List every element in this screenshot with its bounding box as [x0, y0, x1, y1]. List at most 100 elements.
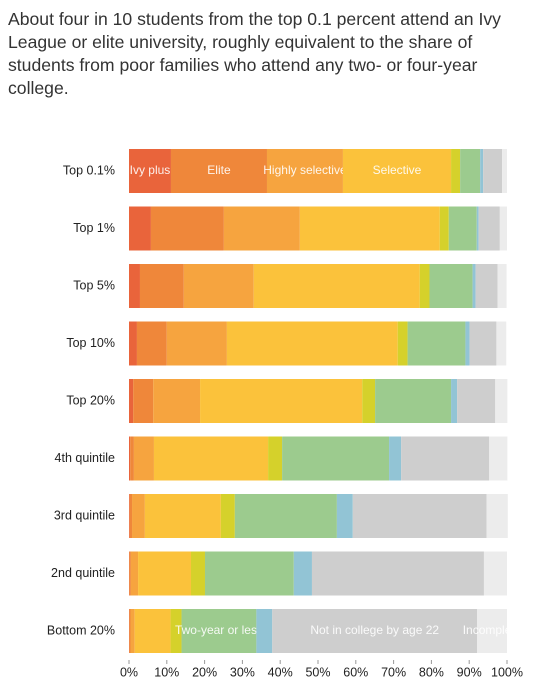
bar-segment: [181, 609, 257, 653]
bar-segment: [129, 379, 134, 423]
segment-label: Highly selective: [263, 163, 347, 177]
x-tick-label: 80%: [419, 665, 444, 679]
bar-segment: [132, 494, 145, 538]
x-tick-label: 90%: [457, 665, 482, 679]
bar-segment: [483, 551, 507, 596]
bar-segment: [130, 436, 134, 481]
x-tick-label: 10%: [154, 665, 179, 679]
y-tick-label: Top 0.1%: [63, 163, 115, 177]
bar-segment: [134, 609, 171, 653]
bar-segment: [133, 436, 154, 481]
bar-segment: [130, 551, 139, 596]
y-tick-label: Bottom 20%: [47, 623, 115, 637]
bar-segment: [293, 551, 312, 596]
x-tick-label: 30%: [230, 665, 255, 679]
y-tick-label: 2nd quintile: [51, 566, 115, 580]
bar-segment: [469, 321, 497, 366]
y-tick-label: 4th quintile: [55, 451, 116, 465]
bar-segment: [272, 609, 478, 653]
bar-segment: [375, 379, 452, 423]
bar-segment: [457, 379, 496, 423]
bar-segment: [497, 264, 507, 308]
bar-segment: [133, 379, 154, 423]
x-tick-label: 20%: [192, 665, 217, 679]
bar-segment: [342, 149, 452, 193]
segment-label: Elite: [207, 163, 231, 177]
bar-segment: [234, 494, 337, 538]
bar-segment: [183, 264, 254, 308]
bar-segment: [170, 149, 267, 193]
bar-segment: [483, 149, 503, 193]
y-tick-label: 3rd quintile: [54, 508, 115, 522]
bar-segment: [311, 551, 484, 596]
bar-segment: [478, 206, 500, 251]
bar-segment: [153, 379, 201, 423]
bar-segment: [472, 264, 476, 308]
bar-segment: [223, 206, 300, 251]
x-tick-label: 40%: [268, 665, 293, 679]
bar-segment: [397, 321, 408, 366]
bar-segment: [401, 436, 490, 481]
bar-segment: [489, 436, 508, 481]
bar-segment: [129, 436, 131, 481]
bar-segment: [477, 609, 507, 653]
bar-segment: [129, 551, 131, 596]
bar-segment: [130, 609, 135, 653]
bar-segment: [256, 609, 273, 653]
bar-segment: [460, 149, 481, 193]
bar-segment: [496, 321, 507, 366]
bar-segment: [144, 494, 221, 538]
bar-segment: [129, 609, 131, 653]
segment-label: Two-year or less: [175, 623, 263, 637]
bar-segment: [389, 436, 402, 481]
bar-segment: [362, 379, 376, 423]
bar-segment: [486, 494, 508, 538]
bar-segment: [200, 379, 363, 423]
bar-segment: [150, 206, 224, 251]
bar-segment: [166, 321, 227, 366]
bar-segment: [129, 494, 130, 538]
bar-segment: [253, 264, 420, 308]
bar-segment: [170, 609, 182, 653]
bar-segment: [129, 149, 171, 193]
bar-segment: [129, 494, 133, 538]
bar-segment: [266, 149, 343, 193]
bar-segment: [499, 206, 507, 251]
bar-segment: [190, 551, 205, 596]
segment-label: Ivy plus: [130, 163, 171, 177]
bar-segment: [299, 206, 440, 251]
segment-label: Selective: [373, 163, 422, 177]
bar-segment: [153, 436, 269, 481]
bar-segment: [448, 206, 477, 251]
y-tick-label: Top 1%: [73, 221, 115, 235]
bar-segment: [451, 379, 458, 423]
y-tick-label: Top 5%: [73, 278, 115, 292]
bar-segment: [282, 436, 390, 481]
bar-segment: [419, 264, 430, 308]
bar-segment: [465, 321, 470, 366]
bar-segment: [502, 149, 507, 193]
bar-segment: [480, 149, 484, 193]
bar-segment: [129, 264, 140, 308]
x-tick-label: 60%: [343, 665, 368, 679]
bar-segment: [336, 494, 353, 538]
bar-segment: [268, 436, 283, 481]
bar-segment: [138, 551, 191, 596]
x-tick-label: 70%: [381, 665, 406, 679]
bar-segment: [204, 551, 294, 596]
bar-segment: [220, 494, 235, 538]
x-tick-label: 50%: [305, 665, 330, 679]
y-tick-label: Top 20%: [66, 393, 115, 407]
x-tick-label: 100%: [491, 665, 523, 679]
bar-segment: [439, 206, 449, 251]
segment-label: Incomplete: [463, 623, 522, 637]
bar-segment: [129, 321, 137, 366]
bar-segment: [139, 264, 184, 308]
chart-title: About four in 10 students from the top 0…: [8, 9, 501, 98]
bar-segment: [352, 494, 487, 538]
bar-segment: [451, 149, 461, 193]
bar-segment: [407, 321, 466, 366]
bar-segment: [429, 264, 473, 308]
y-tick-label: Top 10%: [66, 336, 115, 350]
